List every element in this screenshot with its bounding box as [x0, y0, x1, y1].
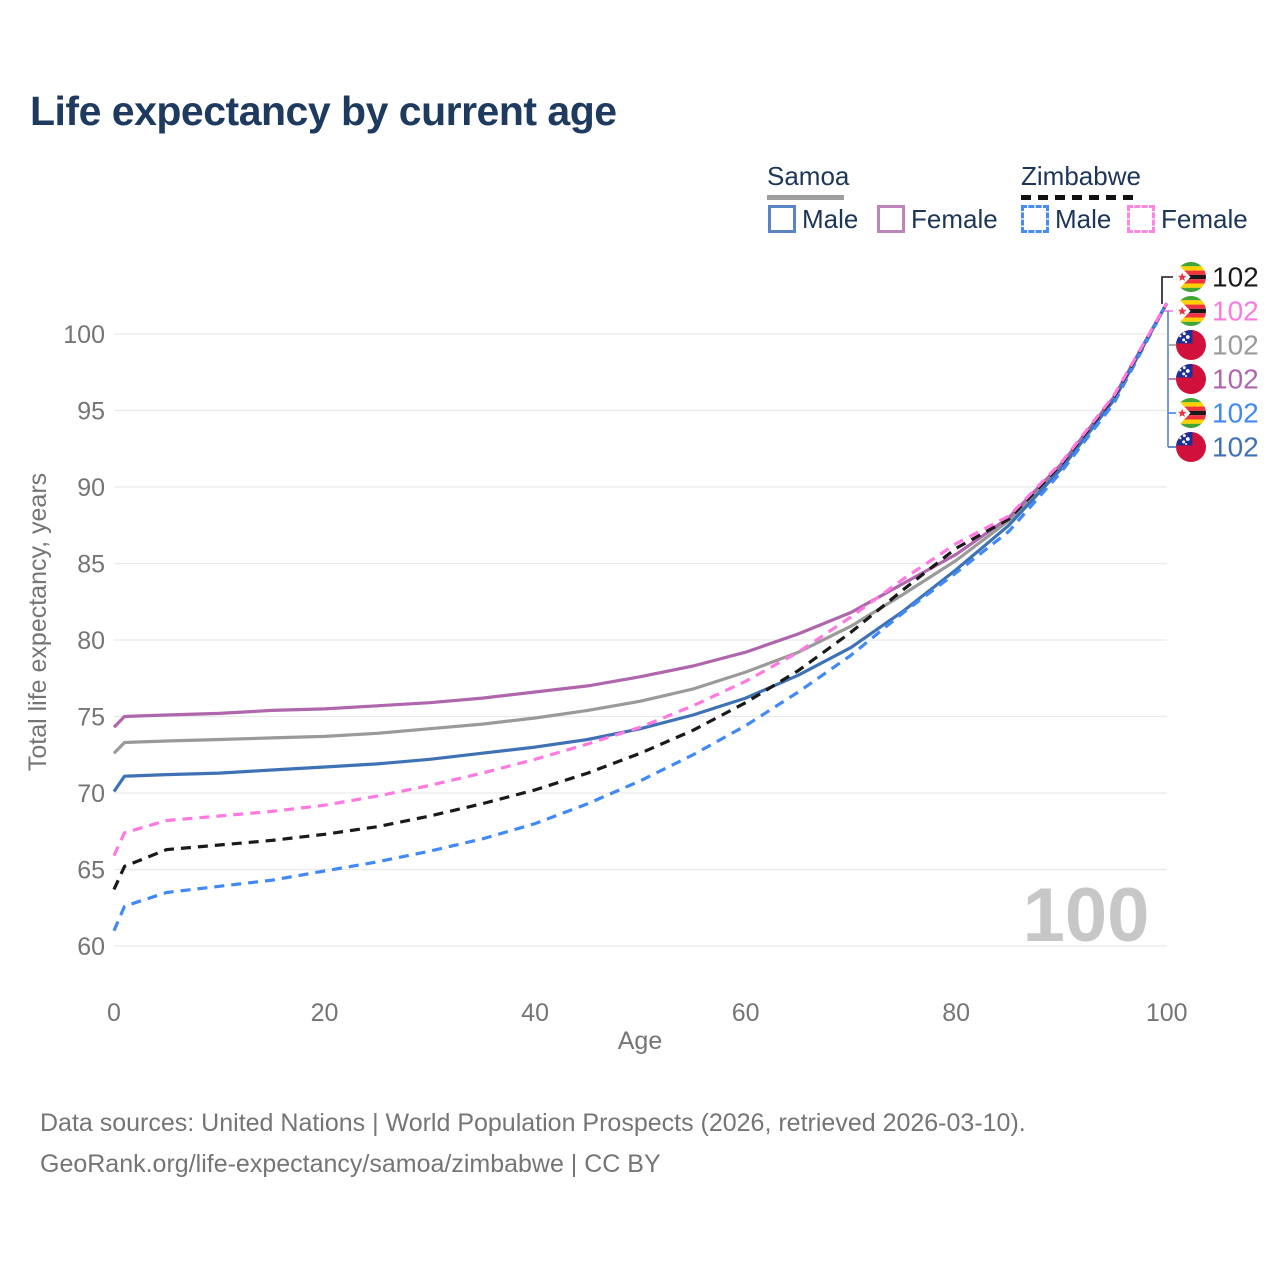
data-source-note: Data sources: United Nations | World Pop…: [40, 1103, 1026, 1185]
zimbabwe-female-checkbox[interactable]: [1127, 205, 1155, 233]
page-title: Life expectancy by current age: [30, 88, 617, 134]
end-label-value: 102: [1212, 262, 1259, 293]
legend-group-samoa: Samoa: [767, 161, 849, 200]
zimbabwe-male-checkbox[interactable]: [1021, 205, 1049, 233]
series-line-zimbabwe-all-: [112, 302, 1169, 891]
legend-item-samoa-male[interactable]: Male: [768, 204, 858, 234]
y-tick-label: 80: [77, 627, 105, 655]
samoa-flag-icon: [1176, 364, 1206, 394]
end-label: 102: [1176, 432, 1259, 463]
y-axis-title: Total life expectancy, years: [24, 473, 52, 771]
leader-line: [1161, 276, 1173, 304]
zimbabwe-line-swatch: [1021, 195, 1139, 200]
legend-label-samoa-female: Female: [911, 203, 998, 234]
gridlines: [114, 333, 1167, 947]
end-label: 102: [1176, 296, 1259, 327]
y-tick-label: 85: [77, 551, 105, 579]
y-tick-label: 70: [77, 780, 105, 808]
end-label-value: 102: [1212, 398, 1259, 429]
x-axis-title: Age: [618, 1027, 662, 1055]
end-label: 102: [1176, 398, 1259, 429]
legend-group-zimbabwe: Zimbabwe: [1021, 161, 1141, 200]
zimbabwe-flag-icon: [1176, 398, 1206, 428]
legend-item-zimbabwe-male[interactable]: Male: [1021, 204, 1111, 234]
data-series: [112, 302, 1169, 932]
samoa-flag-icon: [1176, 432, 1206, 462]
y-tick-label: 100: [63, 321, 105, 349]
data-source-line2: GeoRank.org/life-expectancy/samoa/zimbab…: [40, 1150, 661, 1178]
end-label: 102: [1176, 262, 1259, 293]
series-line-samoa-all-: [112, 302, 1169, 755]
legend-item-samoa-female[interactable]: Female: [877, 204, 998, 234]
x-tick-label: 60: [732, 999, 760, 1027]
samoa-flag-icon: [1176, 330, 1206, 360]
zimbabwe-flag-icon: [1176, 262, 1206, 292]
series-line-zimbabwe-male: [112, 302, 1169, 932]
y-tick-label: 60: [77, 933, 105, 961]
x-tick-label: 100: [1146, 999, 1188, 1027]
age-counter-watermark: 100: [1023, 873, 1150, 958]
legend-label-zimbabwe-male: Male: [1055, 203, 1112, 234]
legend-label-zimbabwe-female: Female: [1161, 203, 1248, 234]
samoa-male-checkbox[interactable]: [768, 205, 796, 233]
zimbabwe-flag-icon: [1176, 296, 1206, 326]
legend-item-zimbabwe-female[interactable]: Female: [1127, 204, 1248, 234]
axis-ticks: 60 65 70 75 80 85 90 95 100 0 20 40 60 80 100: [63, 321, 1187, 1027]
x-tick-label: 80: [942, 999, 970, 1027]
end-label: 102: [1176, 330, 1259, 361]
x-tick-label: 20: [311, 999, 339, 1027]
end-label-value: 102: [1212, 364, 1259, 395]
series-line-zimbabwe-female: [112, 302, 1169, 857]
y-tick-label: 65: [77, 857, 105, 885]
y-tick-label: 95: [77, 398, 105, 426]
samoa-line-swatch: [767, 195, 844, 200]
samoa-female-checkbox[interactable]: [877, 205, 905, 233]
end-label-value: 102: [1212, 330, 1259, 361]
x-tick-label: 0: [107, 999, 121, 1027]
end-label-value: 102: [1212, 296, 1259, 327]
legend-group-samoa-label: Samoa: [767, 161, 850, 191]
x-tick-label: 40: [521, 999, 549, 1027]
series-line-samoa-female: [112, 302, 1169, 729]
end-label-value: 102: [1212, 432, 1259, 463]
series-line-samoa-male: [112, 302, 1169, 793]
y-tick-label: 90: [77, 474, 105, 502]
legend-label-samoa-male: Male: [802, 203, 859, 234]
end-label: 102: [1176, 364, 1259, 395]
legend-group-zimbabwe-label: Zimbabwe: [1021, 161, 1141, 191]
data-source-line1: Data sources: United Nations | World Pop…: [40, 1109, 1026, 1137]
y-tick-label: 75: [77, 704, 105, 732]
